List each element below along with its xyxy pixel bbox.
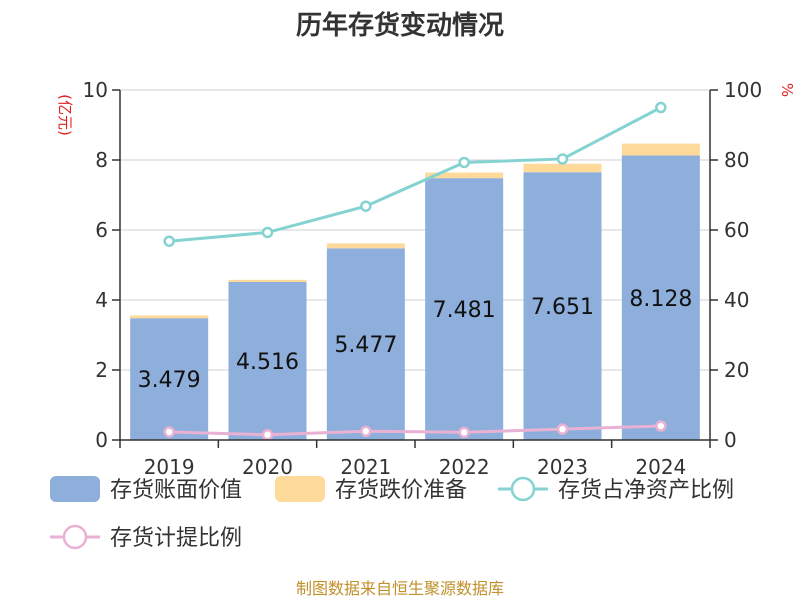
bar-impairment-provision [130,315,209,319]
bar-book-value [130,318,209,440]
bars [130,143,700,441]
point-provision-ratio [163,426,175,438]
legend-line-net-asset-ratio-marker [510,476,536,502]
legend-swatch-impairment [275,476,325,502]
right-axis-unit: % [778,83,796,97]
left-axis-tick-label: 2 [95,358,108,382]
lines [163,101,667,441]
bar-value-label: 5.477 [334,333,397,358]
point-provision-ratio [556,423,569,435]
right-axis-tick-label: 20 [724,358,749,382]
point-provision-ratio [655,420,667,432]
point-net-asset-ratio [655,101,667,114]
bar-book-value [523,172,602,440]
point-net-asset-ratio [458,156,470,169]
left-axis-unit: (亿元) [56,94,74,136]
bar-impairment-provision [425,172,504,179]
bar-value-label: 7.651 [531,295,594,320]
data-labels: 3.479 4.516 5.477 7.481 7.651 8.128 [138,287,693,393]
right-axis-tick-label: 80 [724,148,749,172]
x-axis-tick-label: 2019 [144,455,195,479]
bar-value-label: 3.479 [138,368,201,393]
source-note: 制图数据来自恒生聚源数据库 [296,579,504,598]
left-axis-tick-label: 6 [95,218,108,242]
line-net-asset-ratio [169,106,662,243]
point-provision-ratio [261,429,274,441]
point-provision-ratio [360,425,372,437]
point-net-asset-ratio [360,200,372,212]
legend-line-provision-ratio-marker [62,524,88,550]
bar-value-label: 7.481 [433,298,496,323]
legend-label: 存货计提比例 [110,526,242,551]
line-provision-ratio [169,424,661,437]
x-axis-tick-label: 2023 [537,455,588,479]
right-axis-tick-label: 100 [724,78,762,102]
legend-label: 存货跌价准备 [335,478,467,503]
bar-book-value [425,178,504,441]
x-axis-tick-label: 2022 [439,455,490,479]
chart-title: 历年存货变动情况 [296,10,504,41]
legend-swatch-book-value [50,476,100,502]
x-axis-tick-label: 2021 [340,455,391,479]
left-axis-tick-label: 0 [95,428,108,452]
bar-book-value [326,248,405,440]
legend-label: 存货账面价值 [110,478,242,503]
right-axis-tick-label: 40 [724,288,749,312]
left-axis-tick-label: 4 [95,288,108,312]
grid [120,89,710,441]
bar-impairment-provision [523,163,602,173]
point-net-asset-ratio [163,235,175,247]
bar-value-label: 4.516 [236,350,299,375]
point-provision-ratio [458,426,470,439]
bar-book-value [228,281,307,440]
x-axis-tick-label: 2024 [635,455,686,479]
bar-impairment-provision [228,279,307,282]
right-axis-tick-label: 0 [724,428,737,452]
bar-impairment-provision [326,243,405,249]
x-axis-tick-label: 2020 [242,455,293,479]
point-net-asset-ratio [261,226,274,239]
right-axis-tick-label: 60 [724,218,749,242]
left-axis-tick-label: 8 [95,148,108,172]
bar-value-label: 8.128 [629,287,692,312]
legend-label: 存货占净资产比例 [558,478,734,503]
bar-impairment-provision [621,143,700,156]
bar-book-value [621,155,700,440]
point-net-asset-ratio [556,153,569,165]
left-axis-tick-label: 10 [83,78,108,102]
